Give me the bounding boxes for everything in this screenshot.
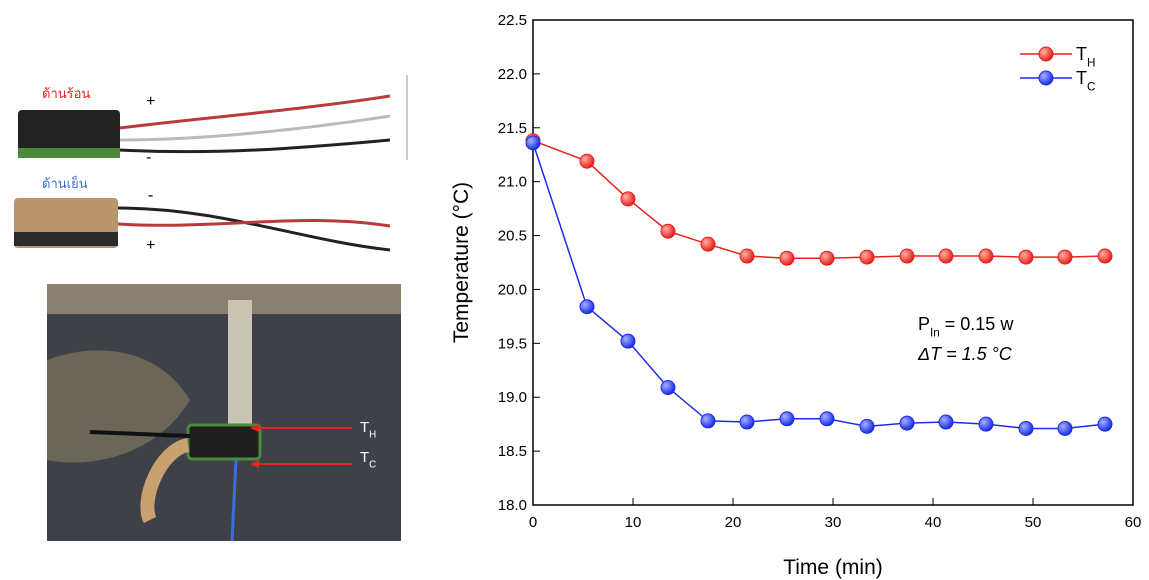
data-point	[579, 153, 595, 169]
x-tick-label: 50	[1025, 514, 1042, 531]
wire	[117, 206, 391, 252]
data-point	[739, 248, 755, 264]
data-point	[1097, 416, 1113, 432]
data-point	[1018, 420, 1034, 436]
data-point	[938, 248, 954, 264]
data-point	[700, 413, 716, 429]
photo-label: +	[146, 237, 155, 254]
photo-label: ด้านเย็น	[42, 174, 88, 191]
data-point	[859, 249, 875, 265]
data-point	[1057, 420, 1073, 436]
x-tick-label: 40	[925, 514, 942, 531]
data-point	[579, 299, 595, 315]
y-tick-label: 21.5	[498, 120, 527, 137]
data-point	[779, 250, 795, 266]
hot-module	[18, 110, 120, 158]
data-point	[660, 223, 676, 239]
module-edge	[18, 148, 120, 158]
data-point	[938, 414, 954, 430]
wire	[89, 430, 191, 438]
y-tick-label: 20.5	[498, 228, 527, 245]
data-point	[700, 236, 716, 252]
x-axis-label: Time (min)	[783, 556, 883, 579]
data-point	[660, 380, 676, 396]
y-tick-label: 22.0	[498, 66, 527, 83]
y-tick-label: 18.5	[498, 443, 527, 460]
data-point	[819, 411, 835, 427]
data-point	[739, 414, 755, 430]
annotation: ΔT = 1.5 °C	[917, 344, 1013, 364]
arrowhead	[250, 424, 259, 432]
data-point	[819, 250, 835, 266]
y-tick-label: 19.0	[498, 389, 527, 406]
wire	[119, 114, 391, 142]
photo-label: TH	[360, 419, 376, 440]
x-tick-label: 0	[529, 514, 537, 531]
series-line	[532, 140, 1106, 259]
y-tick-label: 22.5	[498, 12, 527, 29]
clamp	[140, 438, 191, 524]
y-tick-label: 20.0	[498, 281, 527, 298]
legend-marker	[1038, 46, 1054, 62]
y-tick-label: 21.0	[498, 174, 527, 191]
legend-label: TC	[1076, 68, 1095, 93]
data-point	[859, 418, 875, 434]
data-point	[620, 333, 636, 349]
legend-marker	[1038, 70, 1054, 86]
annotation: PIn = 0.15 w	[918, 314, 1014, 339]
x-tick-label: 10	[625, 514, 642, 531]
data-point	[978, 416, 994, 432]
setup-photo: TH TC	[47, 284, 401, 542]
data-point	[620, 191, 636, 207]
y-tick-label: 18.0	[498, 497, 527, 514]
wire	[117, 219, 391, 228]
data-point	[1057, 249, 1073, 265]
module-photo: ด้านร้อน ด้านเย็น + - - +	[14, 75, 408, 254]
wire	[230, 459, 238, 542]
x-tick-label: 20	[725, 514, 742, 531]
legend-label: TH	[1076, 44, 1095, 69]
photo-label: ด้านร้อน	[42, 86, 90, 101]
x-tick-label: 30	[825, 514, 842, 531]
x-tick-label: 60	[1125, 514, 1142, 531]
series-line	[532, 142, 1106, 430]
rod	[228, 300, 252, 430]
data-point	[525, 135, 541, 151]
photo-label: -	[146, 149, 151, 166]
wire	[119, 94, 391, 130]
wire	[119, 138, 391, 154]
y-tick-label: 19.5	[498, 335, 527, 352]
photo-label: TC	[360, 449, 376, 470]
arrowhead	[250, 460, 259, 468]
module-edge	[14, 232, 118, 246]
photo-label: +	[146, 93, 155, 110]
data-point	[899, 415, 915, 431]
data-point	[978, 248, 994, 264]
data-point	[1097, 248, 1113, 264]
chart: 18.0 18.5 19.0 19.5 20.0 20.5 21.0 21.5 22.0 22.5…	[450, 12, 1141, 579]
data-point	[1018, 249, 1034, 265]
data-point	[779, 411, 795, 427]
data-point	[899, 248, 915, 264]
module	[186, 423, 262, 461]
photo-label: -	[148, 187, 153, 204]
y-axis-label: Temperature (°C)	[450, 182, 473, 343]
clamp	[47, 284, 401, 314]
